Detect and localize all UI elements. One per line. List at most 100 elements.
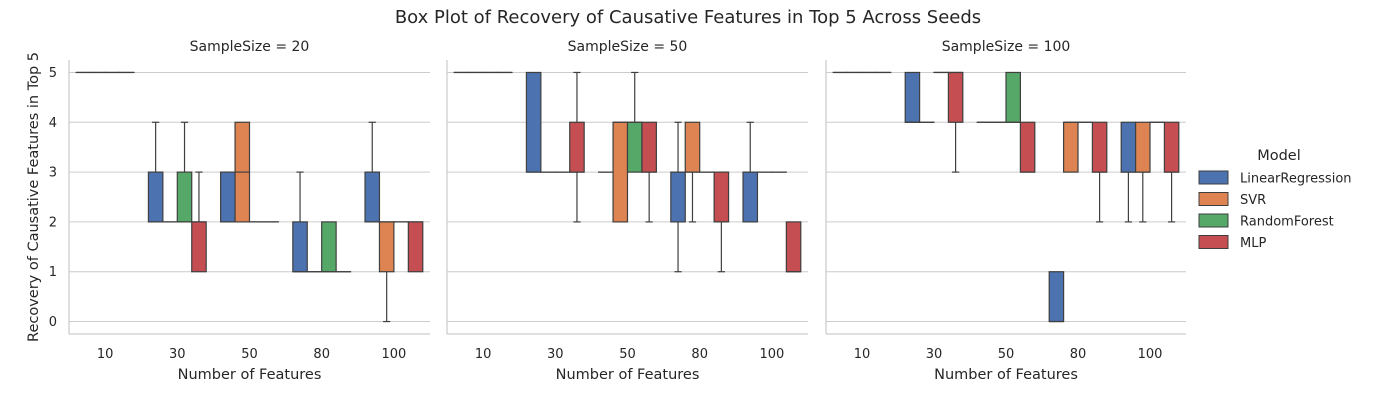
- y-tick-label: 1: [49, 265, 57, 280]
- box-RandomForest: [1006, 72, 1020, 122]
- box-body: [148, 172, 162, 222]
- box-body: [1006, 72, 1020, 122]
- box-body: [1136, 122, 1150, 172]
- x-tick-label: 10: [854, 347, 871, 362]
- box-body: [1020, 122, 1034, 172]
- y-tick-label: 5: [49, 66, 57, 81]
- box-body: [685, 122, 699, 172]
- legend-swatch: [1199, 193, 1228, 206]
- facet-title: SampleSize = 20: [190, 39, 310, 55]
- x-tick-label: 10: [97, 347, 114, 362]
- x-axis-label: Number of Features: [934, 367, 1078, 383]
- x-tick-label: 80: [313, 347, 330, 362]
- box-body: [322, 222, 336, 272]
- facet-panel: SampleSize = 50 10 30 50 80 100 Number of Feat…: [447, 39, 808, 383]
- legend-title: Model: [1257, 148, 1301, 164]
- box-SVR: [1064, 122, 1078, 172]
- box-body: [221, 172, 235, 222]
- box-LinearRegression: [293, 172, 307, 272]
- legend-label: SVR: [1240, 193, 1266, 208]
- box-body: [1121, 122, 1135, 172]
- x-tick-label: 30: [169, 347, 186, 362]
- box-LinearRegression: [743, 122, 757, 222]
- box-LinearRegression: [1049, 272, 1063, 322]
- legend-entry: SVR: [1199, 193, 1266, 209]
- x-tick-label: 50: [619, 347, 636, 362]
- box-body: [526, 72, 540, 172]
- box-SVR: [235, 122, 249, 222]
- box-body: [743, 172, 757, 222]
- box-LinearRegression: [365, 122, 379, 222]
- box-LinearRegression: [671, 122, 685, 271]
- x-tick-label: 50: [241, 347, 258, 362]
- box-LinearRegression: [526, 72, 540, 172]
- x-tick-label: 10: [475, 347, 492, 362]
- x-tick-label: 100: [381, 347, 406, 362]
- box-MLP: [1164, 122, 1178, 222]
- legend-entry: LinearRegression: [1199, 171, 1352, 187]
- facet-title: SampleSize = 100: [942, 39, 1071, 55]
- box-RandomForest: [628, 72, 642, 172]
- box-MLP: [408, 222, 422, 272]
- box-MLP: [1020, 122, 1034, 172]
- box-MLP: [1092, 122, 1106, 222]
- facet-title: SampleSize = 50: [568, 39, 688, 55]
- legend-label: RandomForest: [1240, 215, 1334, 230]
- box-body: [613, 122, 627, 222]
- box-body: [177, 172, 191, 222]
- legend-label: LinearRegression: [1240, 172, 1352, 187]
- box-body: [408, 222, 422, 272]
- legend-swatch: [1199, 214, 1228, 227]
- x-tick-label: 30: [547, 347, 564, 362]
- x-axis-label: Number of Features: [178, 367, 322, 383]
- box-SVR: [685, 122, 699, 222]
- x-axis-label: Number of Features: [556, 367, 700, 383]
- y-tick-label: 0: [49, 315, 57, 330]
- box-RandomForest: [322, 222, 336, 272]
- box-body: [948, 72, 962, 122]
- x-tick-label: 50: [998, 347, 1015, 362]
- box-body: [1064, 122, 1078, 172]
- box-body: [570, 122, 584, 172]
- box-LinearRegression: [1121, 122, 1135, 222]
- y-tick-label: 2: [49, 215, 57, 230]
- box-body: [379, 222, 393, 272]
- legend-entry: MLP: [1199, 236, 1266, 252]
- y-axis-label: Recovery of Causative Features in Top 5: [26, 52, 42, 342]
- box-MLP: [570, 72, 584, 221]
- legend-swatch: [1199, 171, 1228, 184]
- box-SVR: [379, 222, 393, 322]
- box-body: [293, 222, 307, 272]
- box-RandomForest: [177, 122, 191, 222]
- facet-panel: SampleSize = 20 0 1 2 3 4 5 10 30 50 80 100 Number o…: [49, 39, 430, 383]
- box-body: [628, 122, 642, 172]
- x-tick-label: 80: [691, 347, 708, 362]
- box-SVR: [613, 122, 627, 222]
- box-MLP: [786, 222, 800, 272]
- box-body: [905, 72, 919, 122]
- y-tick-label: 4: [49, 116, 57, 131]
- x-tick-label: 30: [926, 347, 943, 362]
- box-body: [1164, 122, 1178, 172]
- legend-entry: RandomForest: [1199, 214, 1334, 230]
- box-LinearRegression: [221, 172, 235, 222]
- box-body: [642, 122, 656, 172]
- box-MLP: [192, 172, 206, 272]
- box-MLP: [642, 122, 656, 222]
- legend-swatch: [1199, 236, 1228, 249]
- legend-label: MLP: [1240, 236, 1266, 251]
- x-tick-label: 100: [759, 347, 784, 362]
- box-MLP: [948, 72, 962, 172]
- box-LinearRegression: [148, 122, 162, 222]
- y-tick-label: 3: [49, 166, 57, 181]
- box-SVR: [1136, 122, 1150, 222]
- box-LinearRegression: [905, 72, 919, 122]
- chart-title: Box Plot of Recovery of Causative Featur…: [395, 7, 981, 28]
- facets: SampleSize = 20 0 1 2 3 4 5 10 30 50 80 100 Number o…: [49, 39, 1186, 383]
- box-body: [714, 172, 728, 222]
- x-tick-label: 80: [1070, 347, 1087, 362]
- box-body: [786, 222, 800, 272]
- legend: Model LinearRegression SVR RandomForest MLP: [1199, 148, 1352, 251]
